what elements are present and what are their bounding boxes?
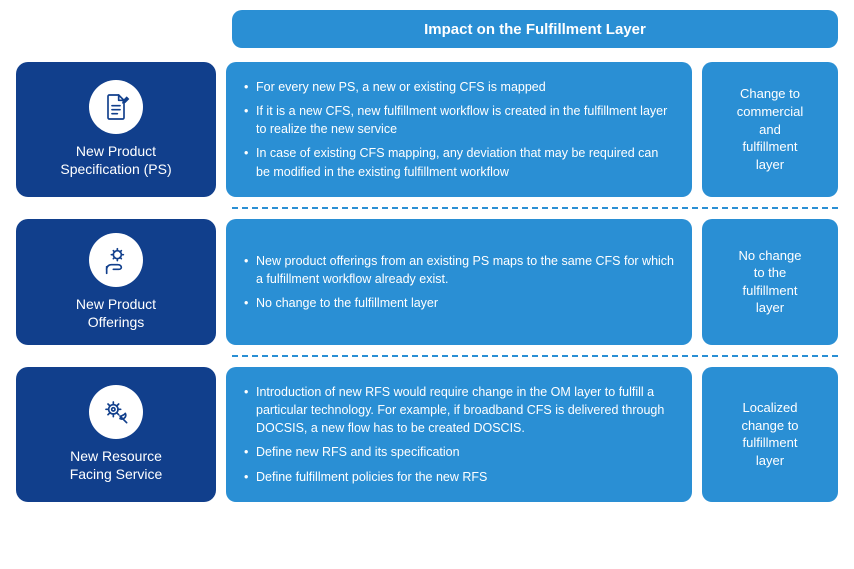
bullet-item: Define new RFS and its specification	[244, 443, 674, 461]
row-ps: New Product Specification (PS) For every …	[16, 62, 838, 197]
left-card-rfs: New Resource Facing Service	[16, 367, 216, 502]
left-card-ps: New Product Specification (PS)	[16, 62, 216, 197]
impact-card-po: No change to the fulfillment layer	[702, 219, 838, 345]
bullet-item: For every new PS, a new or existing CFS …	[244, 78, 674, 96]
bullet-item: Introduction of new RFS would require ch…	[244, 383, 674, 437]
impact-card-rfs: Localized change to fulfillment layer	[702, 367, 838, 502]
bullet-list: Introduction of new RFS would require ch…	[244, 383, 674, 486]
bullet-item: If it is a new CFS, new fulfillment work…	[244, 102, 674, 138]
rows-container: New Product Specification (PS) For every …	[16, 62, 838, 502]
detail-panel-ps: For every new PS, a new or existing CFS …	[226, 62, 692, 197]
bullet-item: In case of existing CFS mapping, any dev…	[244, 144, 674, 180]
header-title: Impact on the Fulfillment Layer	[424, 21, 646, 38]
row-po: New Product Offerings New product offerin…	[16, 219, 838, 345]
gear-wrench-icon	[89, 385, 143, 439]
document-pencil-icon	[89, 80, 143, 134]
header-bar: Impact on the Fulfillment Layer	[232, 10, 838, 48]
impact-text-po: No change to the fulfillment layer	[739, 247, 802, 317]
detail-panel-rfs: Introduction of new RFS would require ch…	[226, 367, 692, 502]
row-divider	[232, 207, 838, 209]
row-divider	[232, 355, 838, 357]
left-title-po: New Product Offerings	[76, 295, 156, 331]
bullet-item: New product offerings from an existing P…	[244, 252, 674, 288]
impact-card-ps: Change to commercial and fulfillment lay…	[702, 62, 838, 197]
bullet-list: New product offerings from an existing P…	[244, 252, 674, 312]
bullet-list: For every new PS, a new or existing CFS …	[244, 78, 674, 181]
impact-text-ps: Change to commercial and fulfillment lay…	[737, 85, 803, 173]
detail-panel-po: New product offerings from an existing P…	[226, 219, 692, 345]
left-title-ps: New Product Specification (PS)	[60, 142, 171, 178]
left-title-rfs: New Resource Facing Service	[70, 447, 163, 483]
bullet-item: Define fulfillment policies for the new …	[244, 468, 674, 486]
left-card-po: New Product Offerings	[16, 219, 216, 345]
bullet-item: No change to the fulfillment layer	[244, 294, 674, 312]
row-rfs: New Resource Facing Service Introduction …	[16, 367, 838, 502]
impact-text-rfs: Localized change to fulfillment layer	[741, 399, 798, 469]
hand-gear-icon	[89, 233, 143, 287]
